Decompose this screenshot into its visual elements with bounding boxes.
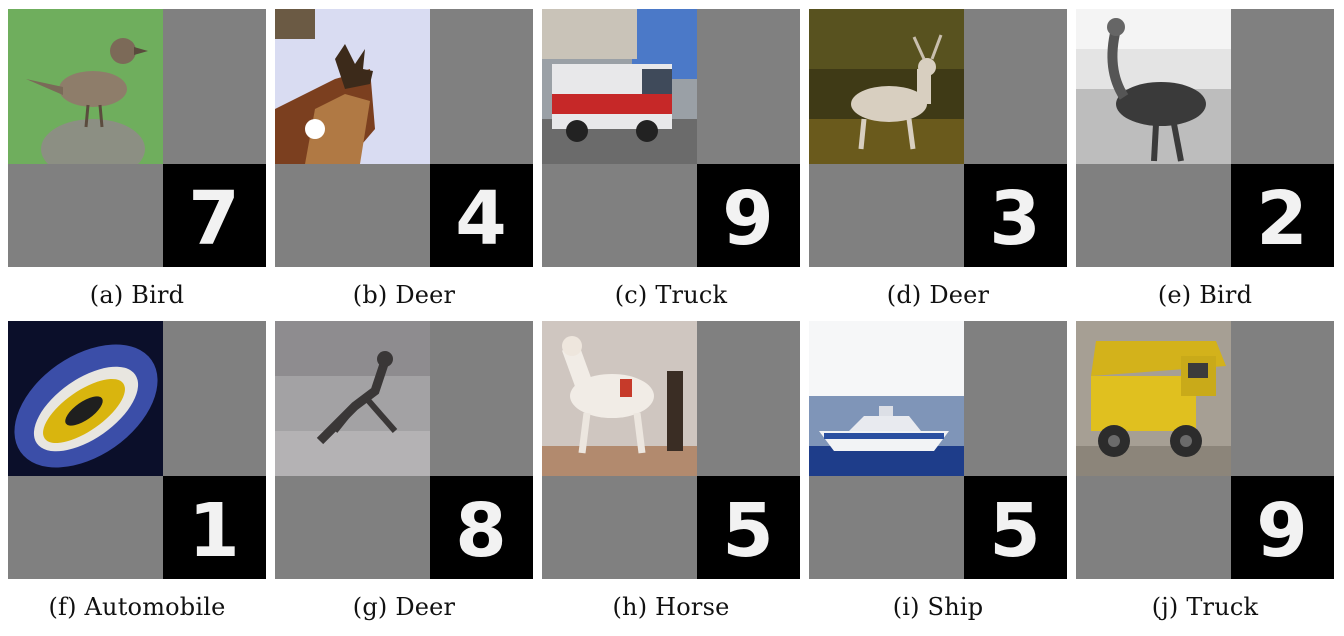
mnist-digit: 9: [722, 176, 774, 262]
panel-caption: (i) Ship: [809, 593, 1067, 621]
caption-class: Deer: [929, 281, 990, 309]
cifar-image-automobile: [8, 321, 163, 476]
caption-class: Bird: [131, 281, 185, 309]
caption-class: Deer: [395, 281, 456, 309]
composite-grid: 4: [275, 9, 533, 267]
panel-e: 2 (e) Bird: [1076, 9, 1334, 309]
panel-d: 3 (d) Deer: [809, 9, 1067, 309]
composite-grid: 1: [8, 321, 266, 579]
panel-caption: (j) Truck: [1076, 593, 1334, 621]
panel-h: 5 (h) Horse: [542, 321, 800, 621]
caption-class: Ship: [927, 593, 984, 621]
composite-grid: 5: [542, 321, 800, 579]
composite-grid: 7: [8, 9, 266, 267]
caption-label: (j): [1151, 593, 1179, 621]
panel-caption: (c) Truck: [542, 281, 800, 309]
mnist-digit: 2: [1256, 176, 1308, 262]
mnist-digit-tile: 7: [163, 164, 266, 267]
caption-label: (c): [614, 281, 648, 309]
panel-caption: (e) Bird: [1076, 281, 1334, 309]
mnist-digit-tile: 8: [430, 476, 533, 579]
mnist-digit-tile: 2: [1231, 164, 1334, 267]
panel-a: 7 (a) Bird: [8, 9, 266, 309]
composite-grid: 5: [809, 321, 1067, 579]
caption-label: (a): [89, 281, 124, 309]
caption-class: Deer: [395, 593, 456, 621]
panel-caption: (b) Deer: [275, 281, 533, 309]
cifar-image-horse: [542, 321, 697, 476]
mnist-digit: 5: [722, 488, 774, 574]
panel-caption: (d) Deer: [809, 281, 1067, 309]
mnist-digit-tile: 9: [697, 164, 800, 267]
caption-label: (e): [1157, 281, 1192, 309]
composite-grid: 2: [1076, 9, 1334, 267]
caption-class: Truck: [1186, 593, 1259, 621]
panel-j: 9 (j) Truck: [1076, 321, 1334, 621]
mnist-digit: 9: [1256, 488, 1308, 574]
mnist-digit-tile: 1: [163, 476, 266, 579]
cifar-image-deer: [809, 9, 964, 164]
composite-grid: 9: [542, 9, 800, 267]
mnist-digit: 5: [989, 488, 1041, 574]
cifar-image-ship: [809, 321, 964, 476]
caption-label: (f): [48, 593, 77, 621]
mnist-digit: 8: [455, 488, 507, 574]
composite-grid: 3: [809, 9, 1067, 267]
panel-b: 4 (b) Deer: [275, 9, 533, 309]
caption-label: (b): [352, 281, 388, 309]
cifar-image-truck: [1076, 321, 1231, 476]
caption-label: (i): [892, 593, 920, 621]
cifar-image-deer: [275, 321, 430, 476]
mnist-digit: 3: [989, 176, 1041, 262]
mnist-digit: 4: [455, 176, 507, 262]
caption-label: (h): [612, 593, 648, 621]
panel-c: 9 (c) Truck: [542, 9, 800, 309]
caption-class: Bird: [1199, 281, 1253, 309]
caption-label: (d): [886, 281, 922, 309]
composite-grid: 8: [275, 321, 533, 579]
mnist-digit: 7: [188, 176, 240, 262]
caption-class: Horse: [655, 593, 730, 621]
mnist-digit-tile: 5: [964, 476, 1067, 579]
mnist-digit-tile: 4: [430, 164, 533, 267]
mnist-digit-tile: 5: [697, 476, 800, 579]
panel-f: 1 (f) Automobile: [8, 321, 266, 621]
cifar-image-deer: [275, 9, 430, 164]
caption-class: Automobile: [84, 593, 226, 621]
caption-label: (g): [352, 593, 388, 621]
panel-caption: (h) Horse: [542, 593, 800, 621]
panel-i: 5 (i) Ship: [809, 321, 1067, 621]
composite-grid: 9: [1076, 321, 1334, 579]
cifar-image-bird: [1076, 9, 1231, 164]
cifar-image-truck: [542, 9, 697, 164]
mnist-digit-tile: 3: [964, 164, 1067, 267]
cifar-image-bird: [8, 9, 163, 164]
panel-caption: (a) Bird: [8, 281, 266, 309]
caption-class: Truck: [655, 281, 728, 309]
mnist-digit-tile: 9: [1231, 476, 1334, 579]
panel-g: 8 (g) Deer: [275, 321, 533, 621]
panel-caption: (f) Automobile: [8, 593, 266, 621]
panel-caption: (g) Deer: [275, 593, 533, 621]
mnist-digit: 1: [188, 488, 240, 574]
